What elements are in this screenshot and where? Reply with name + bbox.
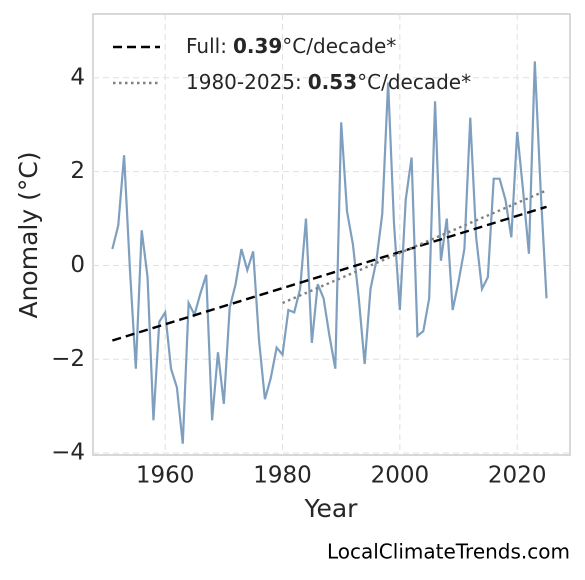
legend-name: 1980-2025: (186, 70, 302, 94)
plot-frame (92, 13, 571, 456)
y-tick-label: −4 (51, 440, 85, 466)
legend-unit: °C/decade* (282, 34, 396, 58)
legend-unit: °C/decade* (357, 70, 471, 94)
y-tick-label: 4 (70, 64, 85, 90)
legend-rate: 0.39 (233, 34, 282, 58)
y-tick-label: 0 (70, 252, 85, 278)
legend-name: Full: (186, 34, 227, 58)
y-axis-label: Anomaly (°C) (14, 151, 43, 318)
legend-rate: 0.53 (308, 70, 357, 94)
series-line (111, 61, 548, 444)
legend-label: Full: 0.39°C/decade* (186, 34, 396, 58)
x-tick-label: 2020 (488, 463, 547, 489)
x-tick-label: 1980 (253, 463, 312, 489)
y-tick-label: 2 (70, 158, 85, 184)
x-tick-label: 2000 (371, 463, 430, 489)
series-line (112, 205, 547, 342)
y-tick-label: −2 (51, 346, 85, 372)
x-axis-label: Year (304, 494, 359, 523)
x-tick-label: 1960 (136, 463, 195, 489)
watermark: LocalClimateTrends.com (327, 540, 570, 564)
legend-label: 1980-2025: 0.53°C/decade* (186, 70, 471, 94)
